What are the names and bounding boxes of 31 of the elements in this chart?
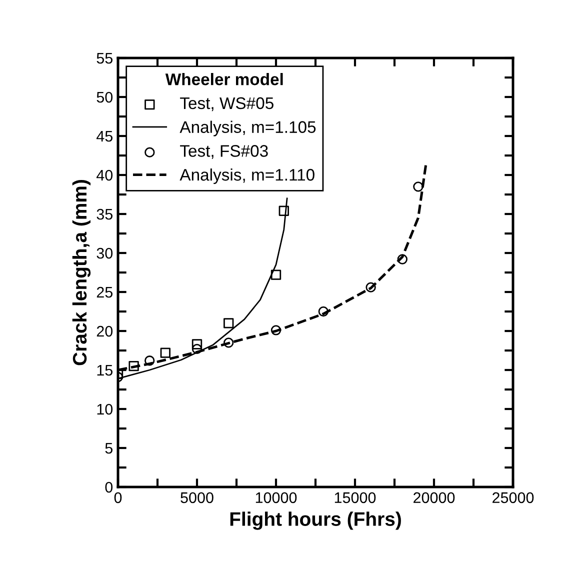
y-tick-label: 25 <box>96 286 112 298</box>
x-tick-label: 25000 <box>492 492 534 504</box>
x-tick-label: 0 <box>114 492 122 504</box>
y-tick-label: 20 <box>96 326 113 337</box>
y-tick-label: 15 <box>97 365 112 376</box>
x-tick-label: 10000 <box>256 492 297 504</box>
y-tick-label: 35 <box>96 208 112 220</box>
x-tick-label: 20000 <box>414 492 455 504</box>
point <box>224 318 234 328</box>
y-tick-label: 50 <box>96 92 113 103</box>
point <box>160 348 170 358</box>
y-tick-label: 40 <box>96 170 113 181</box>
y-tick-label: 10 <box>97 404 113 415</box>
y-tick-label: 55 <box>96 53 112 64</box>
point <box>128 361 139 372</box>
y-tick-label: 0 <box>105 482 113 493</box>
x-axis-title: Flight hours (Fhrs) <box>230 512 401 530</box>
legend-label: Analysis, m=1.105 <box>180 120 316 136</box>
x-tick-label: 5000 <box>180 492 214 504</box>
x-tick-label: 15000 <box>334 492 376 504</box>
y-tick-label: 45 <box>96 131 112 142</box>
legend-label: Analysis, m=1.110 <box>180 168 314 184</box>
y-tick-label: 5 <box>105 443 112 454</box>
legend-label: Test, WS#05 <box>180 97 274 112</box>
point <box>270 270 282 280</box>
point <box>278 206 289 216</box>
point <box>192 339 202 350</box>
legend-label: Test, FS#03 <box>180 145 268 159</box>
y-tick-label: 30 <box>96 248 113 259</box>
y-axis-title: Crack length,a (mm) <box>72 180 91 366</box>
legend-title: Wheeler model <box>165 73 283 86</box>
